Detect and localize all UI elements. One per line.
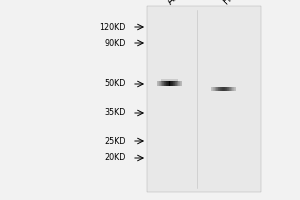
Bar (227, 87, 228, 91)
Bar (221, 87, 222, 91)
Bar (174, 81, 175, 86)
Bar (231, 87, 232, 91)
Bar (159, 81, 160, 86)
Bar (212, 87, 213, 91)
Bar (158, 81, 159, 86)
Bar (232, 87, 233, 91)
Bar (175, 81, 176, 86)
Bar (230, 87, 231, 91)
Bar (224, 87, 225, 91)
Bar (172, 81, 173, 86)
Bar (171, 81, 172, 86)
Text: 25KD: 25KD (104, 136, 126, 146)
Bar (216, 87, 217, 91)
Bar (181, 81, 182, 86)
Bar (157, 81, 158, 86)
Bar (169, 81, 170, 86)
Text: A549: A549 (165, 0, 190, 6)
Bar (166, 81, 167, 86)
Bar (167, 81, 168, 86)
Bar (228, 87, 229, 91)
Bar (214, 87, 215, 91)
Bar (225, 87, 226, 91)
Text: HepG2: HepG2 (221, 0, 252, 6)
Bar (235, 87, 236, 91)
Bar (161, 81, 162, 86)
Text: 50KD: 50KD (105, 79, 126, 88)
Bar (147, 6, 261, 192)
Bar (219, 87, 220, 91)
Bar (168, 81, 169, 86)
Bar (218, 87, 219, 91)
Bar (162, 81, 163, 86)
Bar (223, 87, 224, 91)
Text: 20KD: 20KD (105, 154, 126, 162)
Text: 120KD: 120KD (100, 22, 126, 31)
Bar (170, 81, 171, 86)
Bar (222, 87, 223, 91)
Bar (179, 81, 180, 86)
Bar (215, 87, 216, 91)
Bar (173, 81, 174, 86)
Bar (177, 81, 178, 86)
Bar (165, 81, 166, 86)
Bar (160, 81, 161, 86)
Text: 90KD: 90KD (105, 38, 126, 47)
Bar (217, 87, 218, 91)
Bar (164, 81, 165, 86)
Bar (211, 87, 212, 91)
Bar (234, 87, 235, 91)
Bar (176, 81, 177, 86)
Bar (163, 81, 164, 86)
Bar (180, 81, 181, 86)
Text: 35KD: 35KD (105, 108, 126, 117)
Bar (178, 81, 179, 86)
Bar (160, 79, 178, 82)
Bar (226, 87, 227, 91)
Bar (220, 87, 221, 91)
Bar (229, 87, 230, 91)
Bar (233, 87, 234, 91)
Bar (213, 87, 214, 91)
